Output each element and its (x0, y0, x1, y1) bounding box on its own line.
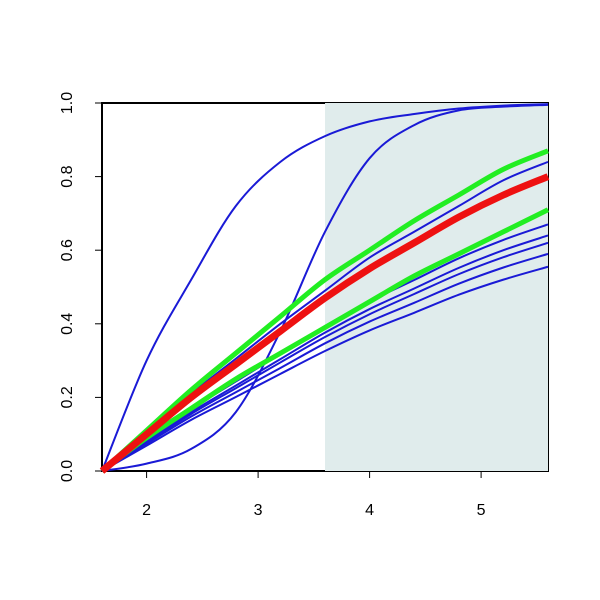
x-tick-label: 4 (365, 502, 374, 519)
y-tick-label: 0.8 (59, 165, 76, 187)
x-tick-label: 2 (142, 502, 151, 519)
series-line (101, 103, 549, 472)
series-line (101, 234, 549, 472)
y-tick-label: 1.0 (59, 92, 76, 114)
series-line (100, 207, 550, 474)
x-tick-label: 5 (477, 502, 486, 519)
series-line (101, 265, 549, 472)
y-tick-label: 0.2 (59, 386, 76, 408)
x-tick-label: 3 (254, 502, 263, 519)
series-line (101, 252, 549, 472)
series-line (101, 241, 549, 472)
series-line (100, 148, 549, 473)
series-line (101, 103, 549, 472)
series-line (99, 173, 550, 474)
y-tick-label: 0.0 (59, 460, 76, 482)
y-tick-label: 0.4 (59, 313, 76, 335)
shaded-region (325, 103, 548, 471)
y-tick-label: 0.6 (59, 239, 76, 261)
